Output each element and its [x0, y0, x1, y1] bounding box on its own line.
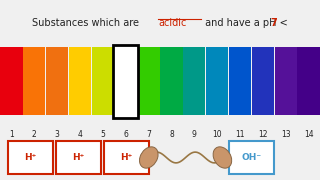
Text: 6: 6: [123, 130, 128, 139]
FancyBboxPatch shape: [113, 45, 138, 118]
Text: Substances which are: Substances which are: [32, 18, 142, 28]
FancyBboxPatch shape: [56, 141, 101, 174]
FancyBboxPatch shape: [206, 47, 228, 115]
FancyBboxPatch shape: [104, 141, 149, 174]
FancyBboxPatch shape: [160, 47, 182, 115]
FancyBboxPatch shape: [8, 141, 53, 174]
Text: 12: 12: [258, 130, 268, 139]
Text: 9: 9: [192, 130, 197, 139]
FancyBboxPatch shape: [275, 47, 297, 115]
Text: H⁺: H⁺: [72, 153, 84, 162]
FancyBboxPatch shape: [92, 47, 114, 115]
Text: 10: 10: [212, 130, 222, 139]
Text: 2: 2: [32, 130, 37, 139]
FancyBboxPatch shape: [69, 47, 91, 115]
FancyBboxPatch shape: [0, 47, 22, 115]
FancyBboxPatch shape: [23, 47, 45, 115]
FancyBboxPatch shape: [229, 47, 251, 115]
Ellipse shape: [213, 147, 232, 168]
Text: 7: 7: [270, 18, 277, 28]
FancyBboxPatch shape: [252, 47, 274, 115]
FancyBboxPatch shape: [46, 47, 68, 115]
FancyBboxPatch shape: [229, 141, 274, 174]
Text: 4: 4: [77, 130, 83, 139]
Text: 1: 1: [9, 130, 14, 139]
Text: OH⁻: OH⁻: [241, 153, 261, 162]
Text: and have a pH <: and have a pH <: [202, 18, 291, 28]
Text: acidic: acidic: [158, 18, 187, 28]
FancyBboxPatch shape: [115, 47, 137, 115]
Text: 8: 8: [169, 130, 174, 139]
Text: 13: 13: [281, 130, 291, 139]
Text: H⁺: H⁺: [120, 153, 132, 162]
Text: 11: 11: [235, 130, 245, 139]
Text: 3: 3: [55, 130, 60, 139]
Text: 5: 5: [100, 130, 105, 139]
FancyBboxPatch shape: [298, 47, 320, 115]
Ellipse shape: [140, 147, 158, 168]
Text: H⁺: H⁺: [24, 153, 36, 162]
Text: 7: 7: [146, 130, 151, 139]
Text: 14: 14: [304, 130, 313, 139]
FancyBboxPatch shape: [138, 47, 160, 115]
FancyBboxPatch shape: [183, 47, 205, 115]
